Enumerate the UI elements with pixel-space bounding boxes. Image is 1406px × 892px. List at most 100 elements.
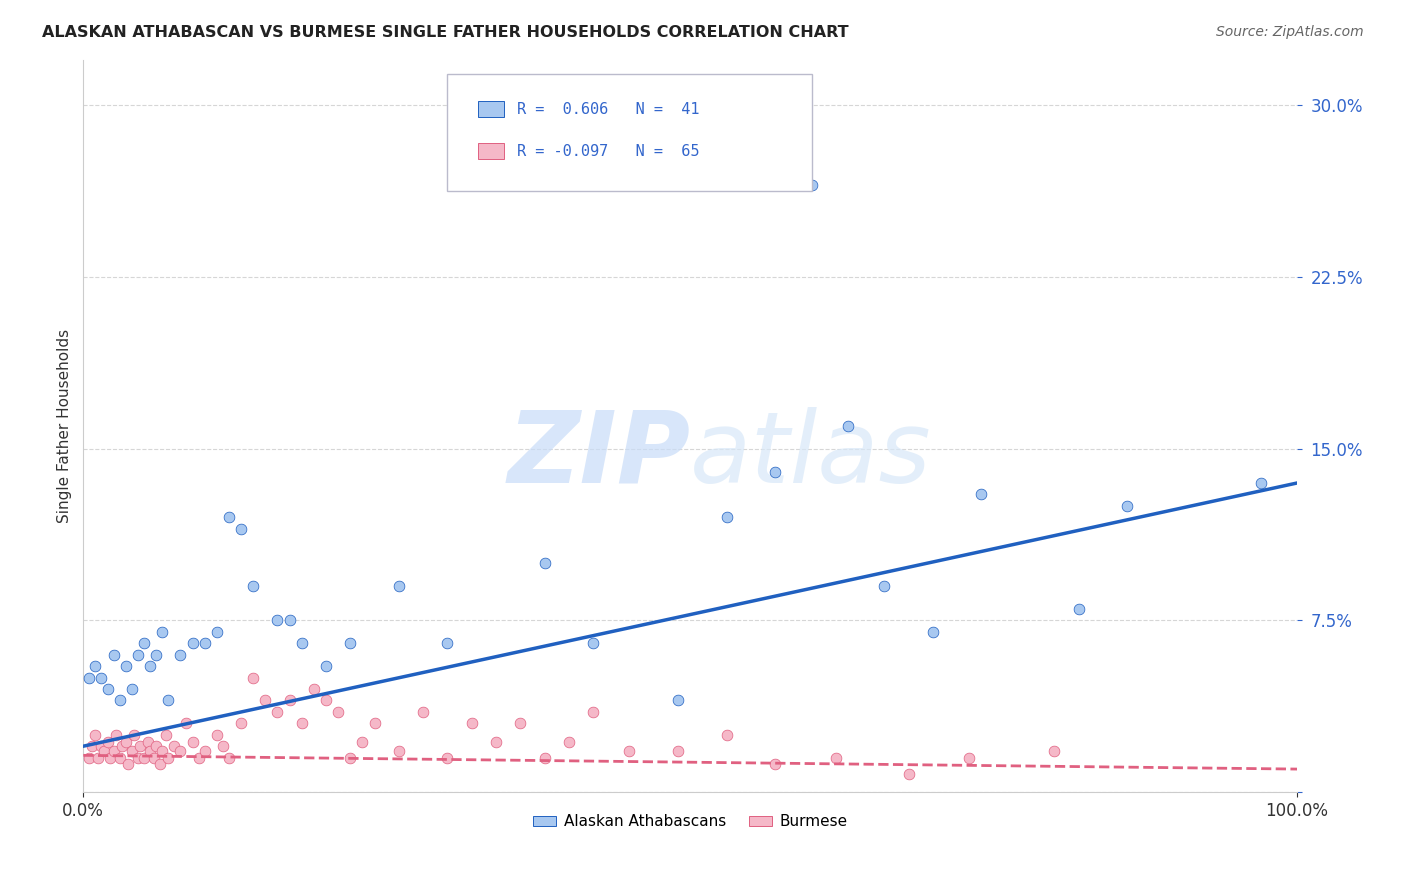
- Burmese: [139, 744, 162, 758]
- Burmese: [93, 744, 115, 758]
- Burmese: [142, 750, 165, 764]
- Legend: Alaskan Athabascans, Burmese: Alaskan Athabascans, Burmese: [527, 808, 853, 836]
- Burmese: [145, 739, 167, 754]
- Text: ZIP: ZIP: [508, 407, 690, 504]
- Alaskan Athabascans: [114, 659, 136, 673]
- Burmese: [824, 750, 846, 764]
- Burmese: [176, 716, 198, 731]
- Burmese: [132, 750, 155, 764]
- Burmese: [533, 750, 555, 764]
- Burmese: [302, 681, 325, 696]
- Alaskan Athabascans: [150, 624, 173, 639]
- Burmese: [218, 750, 240, 764]
- Burmese: [363, 716, 385, 731]
- Burmese: [111, 739, 134, 754]
- Alaskan Athabascans: [242, 579, 264, 593]
- Burmese: [181, 734, 204, 748]
- Alaskan Athabascans: [1067, 602, 1090, 616]
- Burmese: [436, 750, 458, 764]
- Burmese: [315, 693, 337, 707]
- Burmese: [84, 728, 107, 742]
- Alaskan Athabascans: [90, 671, 112, 685]
- Alaskan Athabascans: [922, 624, 945, 639]
- Alaskan Athabascans: [278, 613, 301, 627]
- Burmese: [897, 766, 920, 780]
- Alaskan Athabascans: [127, 648, 149, 662]
- Y-axis label: Single Father Households: Single Father Households: [58, 329, 72, 523]
- Burmese: [80, 739, 103, 754]
- Burmese: [1043, 744, 1066, 758]
- Burmese: [155, 728, 177, 742]
- Alaskan Athabascans: [103, 648, 125, 662]
- Burmese: [558, 734, 581, 748]
- Burmese: [150, 744, 173, 758]
- Burmese: [98, 750, 121, 764]
- Burmese: [460, 716, 482, 731]
- Burmese: [254, 693, 277, 707]
- Alaskan Athabascans: [388, 579, 411, 593]
- Alaskan Athabascans: [194, 636, 217, 650]
- Burmese: [194, 744, 217, 758]
- Text: R =  0.606   N =  41: R = 0.606 N = 41: [516, 102, 699, 117]
- Alaskan Athabascans: [229, 522, 252, 536]
- Alaskan Athabascans: [97, 681, 120, 696]
- Alaskan Athabascans: [582, 636, 605, 650]
- FancyBboxPatch shape: [447, 74, 811, 192]
- Alaskan Athabascans: [132, 636, 155, 650]
- Alaskan Athabascans: [1250, 475, 1272, 490]
- Burmese: [716, 728, 738, 742]
- Alaskan Athabascans: [436, 636, 458, 650]
- Text: atlas: atlas: [690, 407, 932, 504]
- Alaskan Athabascans: [266, 613, 288, 627]
- Burmese: [242, 671, 264, 685]
- Burmese: [509, 716, 531, 731]
- Burmese: [121, 744, 143, 758]
- Burmese: [108, 750, 131, 764]
- Burmese: [763, 757, 786, 772]
- Burmese: [187, 750, 209, 764]
- Burmese: [328, 705, 350, 719]
- Text: ALASKAN ATHABASCAN VS BURMESE SINGLE FATHER HOUSEHOLDS CORRELATION CHART: ALASKAN ATHABASCAN VS BURMESE SINGLE FAT…: [42, 25, 849, 40]
- FancyBboxPatch shape: [478, 102, 505, 118]
- Burmese: [619, 744, 641, 758]
- Alaskan Athabascans: [157, 693, 180, 707]
- Burmese: [485, 734, 508, 748]
- Alaskan Athabascans: [169, 648, 191, 662]
- Burmese: [339, 750, 361, 764]
- Alaskan Athabascans: [121, 681, 143, 696]
- Burmese: [117, 757, 139, 772]
- Alaskan Athabascans: [205, 624, 228, 639]
- Alaskan Athabascans: [315, 659, 337, 673]
- Burmese: [97, 734, 120, 748]
- Alaskan Athabascans: [970, 487, 993, 501]
- Text: Source: ZipAtlas.com: Source: ZipAtlas.com: [1216, 25, 1364, 39]
- FancyBboxPatch shape: [478, 143, 505, 159]
- Burmese: [582, 705, 605, 719]
- Burmese: [229, 716, 252, 731]
- Burmese: [114, 734, 136, 748]
- Burmese: [266, 705, 288, 719]
- Alaskan Athabascans: [291, 636, 314, 650]
- Burmese: [352, 734, 374, 748]
- Burmese: [90, 739, 112, 754]
- Burmese: [163, 739, 186, 754]
- Burmese: [87, 750, 110, 764]
- Alaskan Athabascans: [139, 659, 162, 673]
- Burmese: [957, 750, 980, 764]
- Alaskan Athabascans: [181, 636, 204, 650]
- Alaskan Athabascans: [763, 465, 786, 479]
- Alaskan Athabascans: [873, 579, 896, 593]
- Alaskan Athabascans: [716, 510, 738, 524]
- Burmese: [169, 744, 191, 758]
- Burmese: [79, 750, 101, 764]
- Alaskan Athabascans: [800, 178, 823, 193]
- Burmese: [136, 734, 159, 748]
- Alaskan Athabascans: [666, 693, 689, 707]
- Burmese: [127, 750, 149, 764]
- Alaskan Athabascans: [837, 418, 859, 433]
- Burmese: [129, 739, 152, 754]
- Alaskan Athabascans: [79, 671, 101, 685]
- Burmese: [205, 728, 228, 742]
- Alaskan Athabascans: [533, 556, 555, 570]
- Alaskan Athabascans: [84, 659, 107, 673]
